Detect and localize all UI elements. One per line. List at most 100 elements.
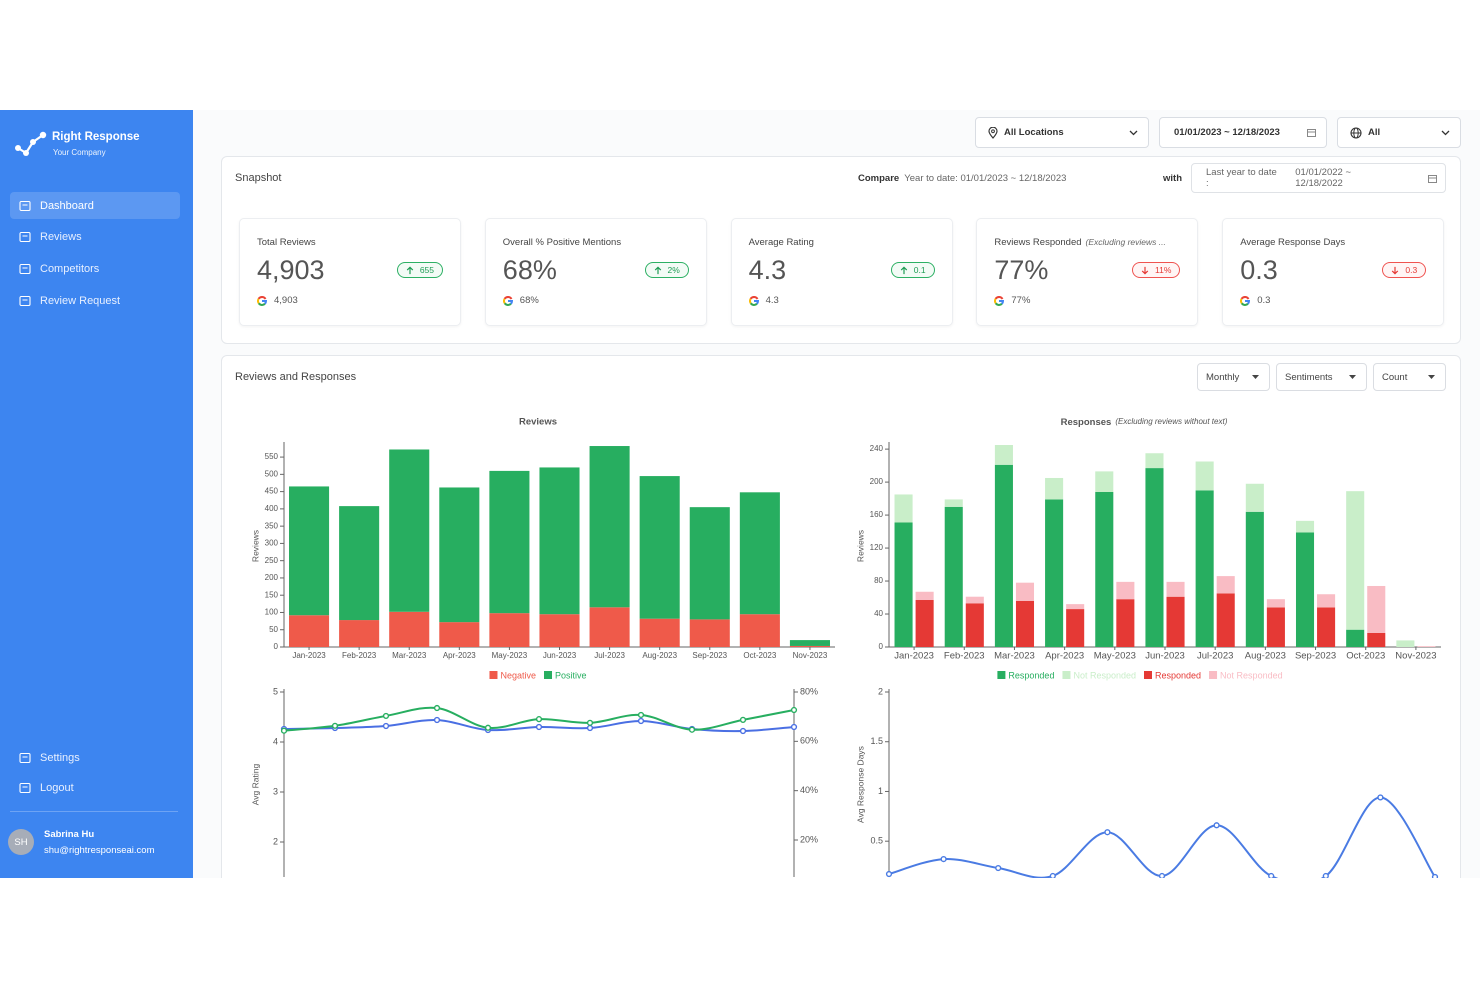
icon — [19, 200, 31, 211]
x-tick-label: Feb-2023 — [944, 651, 985, 662]
bar — [1145, 468, 1164, 647]
line-point — [586, 724, 594, 732]
channel-filter[interactable]: All — [1337, 117, 1461, 148]
icon — [1428, 375, 1435, 379]
compare-date-box[interactable]: Last year to date : 01/01/2022 ~ 12/18/2… — [1191, 163, 1446, 193]
line-point — [1213, 822, 1220, 829]
nav-label: Settings — [40, 751, 80, 764]
legend-swatch — [489, 671, 498, 679]
kpi-label-text: Overall % Positive Mentions — [502, 237, 622, 248]
avatar[interactable]: SH — [8, 829, 34, 855]
icon — [1392, 266, 1399, 275]
icon — [1240, 295, 1251, 306]
icon — [748, 295, 759, 306]
brand-logo — [15, 131, 47, 156]
nav-item[interactable]: Logout — [10, 774, 180, 801]
y-tick-label: 2 — [878, 686, 883, 696]
y-tick-label: 0 — [879, 642, 884, 651]
kpi-card: Average Response Days 0.3 0.3 0.3 — [1222, 218, 1445, 326]
bar — [1015, 600, 1035, 647]
y-tick-label: 400 — [265, 504, 279, 513]
kpi-value: 4,903 — [257, 255, 325, 285]
nav-item[interactable]: Reviews — [10, 224, 180, 251]
dropdown-text: Sentiments — [1285, 371, 1333, 383]
legend-label: Responded — [1155, 670, 1201, 680]
legend-label: Not Responded — [1220, 670, 1283, 680]
icon — [1141, 266, 1149, 275]
chart-title: Responses — [1061, 417, 1112, 428]
bar — [1045, 499, 1064, 647]
bar — [1295, 520, 1315, 533]
with: with — [1163, 173, 1182, 184]
line-point — [1377, 794, 1384, 801]
nav-item[interactable]: Competitors — [10, 255, 180, 282]
bar — [1317, 607, 1336, 647]
company-name: Your Company — [53, 148, 106, 157]
date-filter[interactable]: 01/01/2023 ~ 12/18/2023 — [1159, 117, 1327, 148]
dropdown-text: Monthly — [1206, 371, 1240, 383]
y-tick-label: 80 — [874, 576, 883, 585]
bar — [1015, 582, 1035, 601]
pin-icon — [988, 126, 998, 139]
legend-label: Negative — [500, 670, 536, 680]
bar — [944, 499, 963, 507]
bar — [994, 445, 1013, 465]
kpi-google-value: 4,903 — [274, 295, 298, 306]
line-point — [586, 719, 594, 726]
line-point — [1049, 872, 1056, 878]
user-name: Sabrina Hu — [44, 829, 95, 840]
kpi-value: 77% — [994, 255, 1049, 285]
charts: Reviews Responses (Excluding reviews with… — [250, 417, 1441, 878]
x-tick-label: May-2023 — [492, 651, 528, 660]
compare: Compare Year to date: 01/01/2023 ~ 12/18… — [858, 173, 1066, 184]
brand-name: Right Response — [52, 131, 140, 143]
y-tick-label: 450 — [265, 487, 279, 496]
line-point — [382, 722, 390, 730]
chart-title: Responses (Excluding reviews without text… — [1061, 417, 1228, 428]
dropdown[interactable]: Sentiments — [1276, 363, 1367, 391]
icon — [1252, 375, 1259, 379]
bar — [1216, 576, 1235, 594]
kpi-change: 11% — [1132, 262, 1181, 278]
bar — [539, 467, 580, 615]
bar — [389, 611, 430, 647]
nav-label: Dashboard — [40, 199, 94, 212]
y-tick-label: 0.5 — [870, 836, 883, 846]
nav-item[interactable]: Dashboard — [10, 192, 180, 219]
kpi-label: Average Rating — [749, 237, 814, 248]
bar — [1195, 461, 1214, 491]
bar — [689, 507, 730, 620]
kpi-change: 0.3 — [1382, 262, 1427, 278]
nav-item[interactable]: Review Request — [10, 287, 180, 314]
bar — [1195, 490, 1214, 647]
y-tick-label: 2 — [273, 836, 278, 846]
nav-label: Review Request — [40, 294, 121, 307]
icon — [502, 295, 513, 306]
y-tick-label: 550 — [265, 452, 279, 461]
line — [888, 796, 1436, 878]
bar — [915, 591, 934, 601]
bar — [689, 619, 730, 647]
kpi-change: 0.1 — [890, 262, 935, 278]
y-axis-label: Reviews — [250, 530, 260, 562]
dropdown[interactable]: Count — [1373, 363, 1446, 391]
nav-item[interactable]: Settings — [10, 744, 180, 771]
bar — [1266, 599, 1285, 608]
bar — [789, 645, 830, 647]
bar — [639, 476, 680, 619]
y-tick-label: 160 — [870, 510, 884, 519]
legend-item: Responded — [1144, 670, 1201, 680]
legend-item: Not Responded — [1209, 670, 1283, 680]
compare-label: Compare — [858, 173, 900, 184]
y-tick-label: 5 — [273, 686, 278, 696]
dropdown[interactable]: Monthly — [1197, 363, 1270, 391]
bar — [639, 618, 680, 647]
y-tick-label: 200 — [870, 477, 884, 486]
legend-item: Negative — [489, 670, 536, 680]
calendar-icon — [1307, 129, 1316, 137]
bar — [1245, 511, 1264, 647]
line-point — [280, 727, 288, 734]
location-filter[interactable]: All Locations — [975, 117, 1149, 148]
y-tick-label: 80% — [800, 686, 818, 696]
y-tick-label: 4 — [273, 736, 278, 746]
